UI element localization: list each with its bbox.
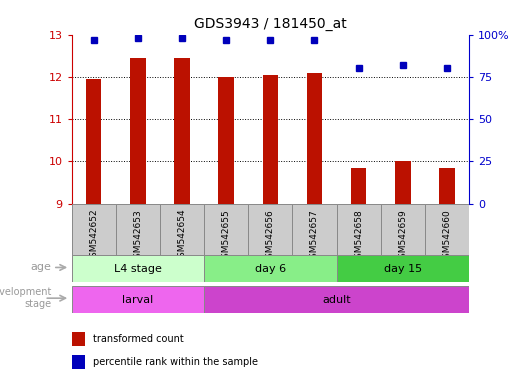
Text: age: age	[31, 262, 51, 273]
Bar	[248, 204, 293, 269]
Bar	[218, 77, 234, 204]
Text: GSM542657: GSM542657	[310, 209, 319, 263]
Text: GSM542655: GSM542655	[222, 209, 231, 263]
Text: GSM542656: GSM542656	[266, 209, 275, 263]
Bar	[337, 204, 381, 269]
Bar	[381, 204, 425, 269]
Bar	[262, 74, 278, 204]
Bar	[86, 79, 101, 204]
Bar	[307, 73, 322, 204]
Text: development
stage: development stage	[0, 287, 51, 309]
Bar	[293, 204, 337, 269]
Bar	[130, 58, 146, 204]
Text: GSM542658: GSM542658	[354, 209, 363, 263]
Bar	[72, 204, 116, 269]
Bar	[351, 168, 366, 204]
Bar	[72, 255, 204, 282]
Text: day 6: day 6	[255, 264, 286, 274]
Bar	[395, 161, 411, 204]
Bar	[72, 355, 85, 369]
Text: percentile rank within the sample: percentile rank within the sample	[93, 357, 259, 367]
Text: GSM542653: GSM542653	[134, 209, 142, 263]
Text: L4 stage: L4 stage	[114, 264, 162, 274]
Bar	[72, 333, 85, 346]
Bar	[116, 204, 160, 269]
Bar	[337, 255, 469, 282]
Bar	[204, 255, 337, 282]
Text: larval: larval	[122, 295, 153, 305]
Text: transformed count: transformed count	[93, 334, 184, 344]
Text: adult: adult	[322, 295, 351, 305]
Text: GSM542660: GSM542660	[443, 209, 452, 263]
Bar	[160, 204, 204, 269]
Text: day 15: day 15	[384, 264, 422, 274]
Title: GDS3943 / 181450_at: GDS3943 / 181450_at	[194, 17, 347, 31]
Text: GSM542654: GSM542654	[178, 209, 187, 263]
Bar	[439, 168, 455, 204]
Bar	[204, 286, 469, 313]
Bar	[72, 286, 204, 313]
Text: GSM542659: GSM542659	[399, 209, 407, 263]
Bar	[174, 58, 190, 204]
Bar	[204, 204, 248, 269]
Text: GSM542652: GSM542652	[89, 209, 98, 263]
Bar	[425, 204, 469, 269]
